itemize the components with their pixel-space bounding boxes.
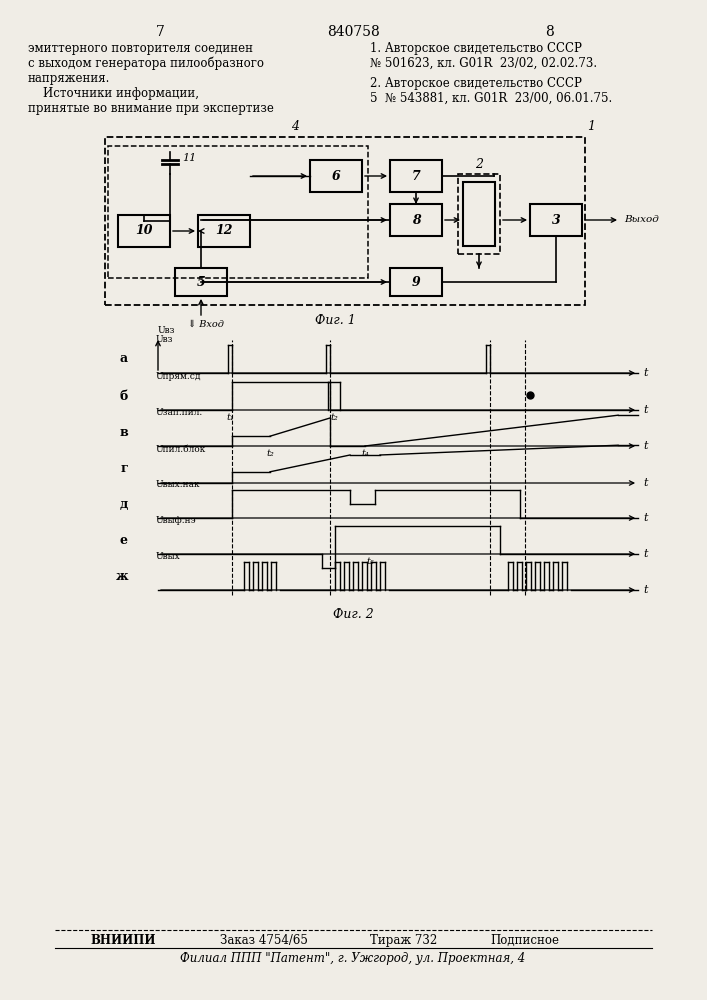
Text: t: t: [643, 405, 648, 415]
Text: t₅: t₅: [366, 557, 374, 566]
Text: а: а: [120, 353, 128, 365]
Text: б: б: [119, 389, 128, 402]
Text: с выходом генератора пилообразного: с выходом генератора пилообразного: [28, 57, 264, 70]
Text: Подписное: Подписное: [490, 934, 559, 947]
Text: Тираж 732: Тираж 732: [370, 934, 437, 947]
Text: Uвз: Uвз: [156, 335, 173, 344]
Text: напряжения.: напряжения.: [28, 72, 110, 85]
Text: в: в: [119, 426, 128, 438]
Text: t₂: t₂: [330, 413, 338, 422]
Text: д: д: [119, 497, 128, 510]
Bar: [458, 174, 500, 254]
Text: 11: 11: [182, 153, 197, 163]
Bar: [118, 215, 170, 247]
Text: Uвыф.нэ: Uвыф.нэ: [156, 516, 197, 525]
Text: е: е: [120, 534, 128, 546]
Text: 4: 4: [291, 120, 299, 133]
Text: принятые во внимание при экспертизе: принятые во внимание при экспертизе: [28, 102, 274, 115]
Text: ж: ж: [115, 570, 128, 582]
Text: Фиг. 2: Фиг. 2: [332, 608, 373, 621]
Text: t: t: [643, 585, 648, 595]
Text: 12: 12: [215, 225, 233, 237]
Text: Uзап.пил.: Uзап.пил.: [156, 408, 203, 417]
Text: Uвых: Uвых: [156, 552, 181, 561]
Text: Uвз: Uвз: [158, 326, 175, 335]
Text: ⇓ Вход: ⇓ Вход: [188, 320, 224, 329]
Text: Филиал ППП "Патент", г. Ужгород, ул. Проектная, 4: Филиал ППП "Патент", г. Ужгород, ул. Про…: [180, 952, 525, 965]
Text: t₁: t₁: [226, 413, 234, 422]
Text: г: г: [120, 462, 128, 476]
Text: Фиг. 1: Фиг. 1: [315, 314, 356, 327]
Text: ВНИИПИ: ВНИИПИ: [90, 934, 156, 947]
Bar: [390, 268, 442, 296]
Text: t: t: [643, 441, 648, 451]
Text: эмиттерного повторителя соединен: эмиттерного повторителя соединен: [28, 42, 253, 55]
Text: 2. Авторское свидетельство СССР: 2. Авторское свидетельство СССР: [370, 77, 582, 90]
Text: 7: 7: [156, 25, 165, 39]
Text: Uпил.блок: Uпил.блок: [156, 445, 206, 454]
Bar: [390, 160, 442, 192]
Text: 7: 7: [411, 169, 421, 182]
Bar: [108, 146, 368, 278]
Text: t: t: [643, 368, 648, 378]
Text: t₄: t₄: [361, 449, 369, 458]
Text: 840758: 840758: [327, 25, 380, 39]
Bar: [530, 204, 582, 236]
Bar: [390, 204, 442, 236]
Text: t: t: [643, 478, 648, 488]
Text: 10: 10: [135, 225, 153, 237]
Text: 9: 9: [411, 275, 421, 288]
Text: 8: 8: [546, 25, 554, 39]
Text: Заказ 4754/65: Заказ 4754/65: [220, 934, 308, 947]
Text: № 501623, кл. G01R  23/02, 02.02.73.: № 501623, кл. G01R 23/02, 02.02.73.: [370, 57, 597, 70]
Text: Источники информации,: Источники информации,: [28, 87, 199, 100]
Bar: [105, 137, 585, 305]
Bar: [198, 215, 250, 247]
Text: 8: 8: [411, 214, 421, 227]
Text: Выход: Выход: [624, 216, 659, 225]
Text: 2: 2: [475, 158, 483, 171]
Text: t: t: [643, 549, 648, 559]
Text: t₂: t₂: [266, 449, 274, 458]
Text: 5: 5: [197, 275, 205, 288]
Bar: [175, 268, 227, 296]
Text: 3: 3: [551, 214, 561, 227]
Bar: [310, 160, 362, 192]
Bar: [463, 182, 495, 246]
Text: 1. Авторское свидетельство СССР: 1. Авторское свидетельство СССР: [370, 42, 582, 55]
Text: 5  № 543881, кл. G01R  23/00, 06.01.75.: 5 № 543881, кл. G01R 23/00, 06.01.75.: [370, 92, 612, 105]
Text: t: t: [643, 513, 648, 523]
Text: Uпрям.сд: Uпрям.сд: [156, 372, 201, 381]
Text: 6: 6: [332, 169, 340, 182]
Text: Uвых.нак: Uвых.нак: [156, 480, 201, 489]
Text: 1: 1: [587, 120, 595, 133]
